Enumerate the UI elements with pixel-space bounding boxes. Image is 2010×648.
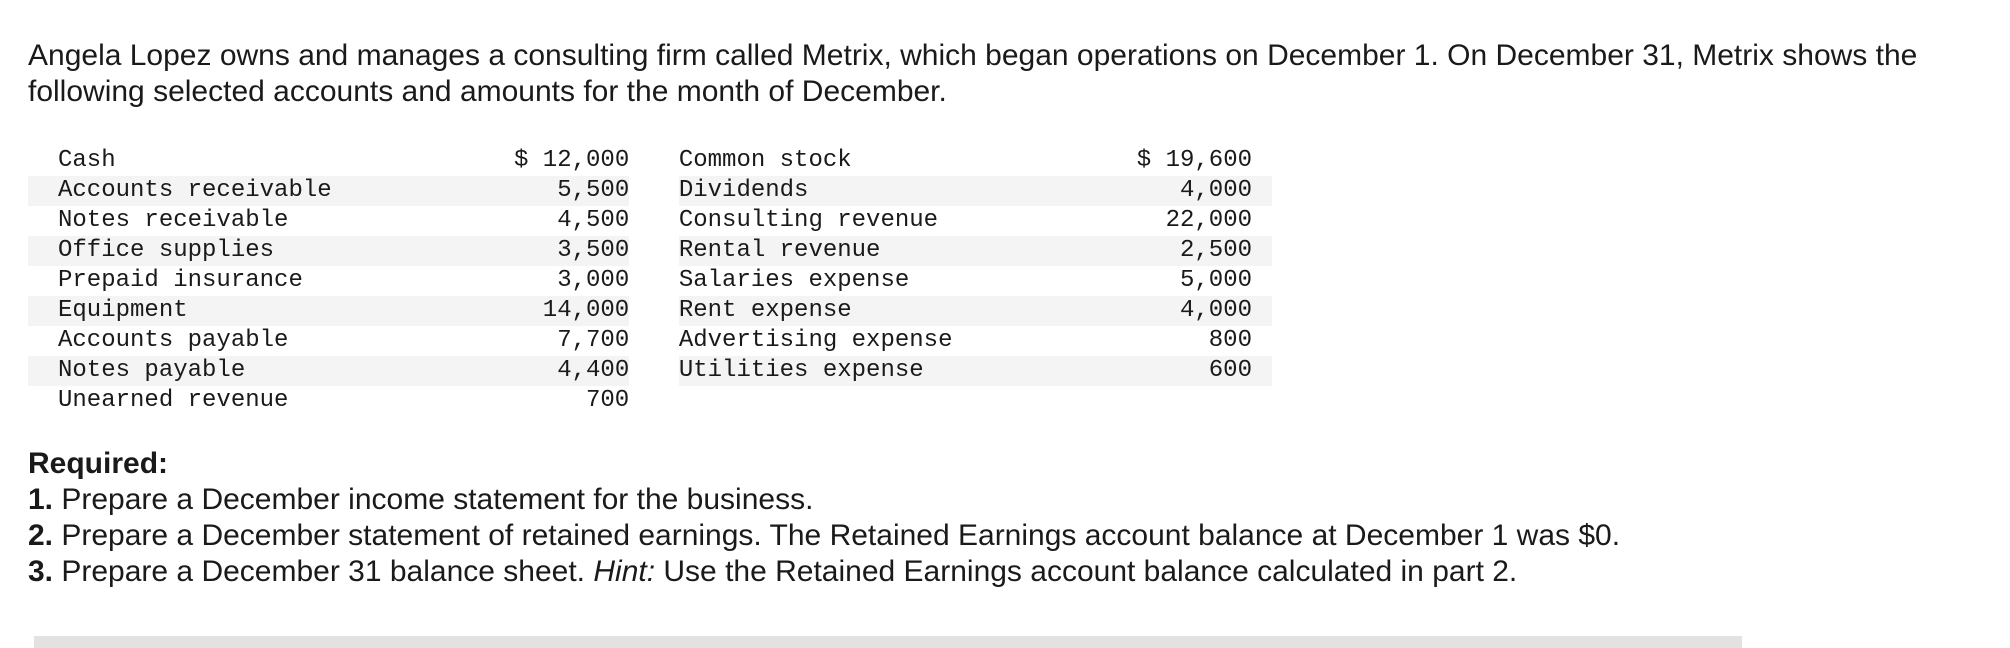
account-amount: 7,700 [557, 327, 630, 354]
table-row: Cash $ 12,000 Common stock $ 19,600 [28, 146, 1272, 176]
account-amount: 600 [1092, 356, 1272, 386]
scrollbar[interactable] [34, 636, 1742, 648]
account-name: Accounts receivable [28, 176, 462, 206]
item-number: 2. [28, 519, 54, 552]
account-amount: 700 [586, 387, 630, 414]
required-item: 2. Prepare a December statement of retai… [28, 518, 1928, 554]
required-heading: Required: [28, 447, 169, 480]
item-text: Prepare a December 31 balance sheet. [53, 555, 594, 588]
account-name: Notes receivable [58, 207, 289, 234]
account-name: Accounts payable [58, 327, 289, 354]
item-text: Prepare a December income statement for … [53, 483, 814, 516]
account-amount: $ 19,600 [1136, 147, 1252, 174]
account-amount: 2,500 [1092, 236, 1272, 266]
account-name: Cash [58, 147, 116, 174]
table-row: Notes receivable 4,500 Consulting revenu… [28, 206, 1272, 236]
account-amount: 14,000 [461, 296, 630, 326]
account-name: Utilities expense [678, 356, 1093, 386]
problem-intro: Angela Lopez owns and manages a consulti… [28, 39, 1918, 108]
account-amount: 5,000 [1179, 267, 1252, 294]
table-row: Unearned revenue 700 [28, 386, 1272, 416]
table-row: Office supplies 3,500 Rental revenue 2,5… [28, 236, 1272, 266]
account-amount: 800 [1208, 327, 1252, 354]
account-name: Rent expense [678, 296, 1093, 326]
account-amount: 4,400 [461, 356, 630, 386]
account-name: Common stock [678, 147, 852, 174]
required-section: Required: 1. Prepare a December income s… [28, 446, 1928, 590]
account-amount: 4,500 [557, 207, 630, 234]
item-hint: Hint: [593, 555, 656, 588]
account-amount: 22,000 [1165, 207, 1252, 234]
account-amount: 3,000 [557, 267, 630, 294]
account-name: Unearned revenue [58, 387, 289, 414]
table-row: Notes payable 4,400 Utilities expense 60… [28, 356, 1272, 386]
table-row: Accounts payable 7,700 Advertising expen… [28, 326, 1272, 356]
accounts-table: Cash $ 12,000 Common stock $ 19,600 Acco… [28, 146, 1272, 416]
account-name: Salaries expense [678, 267, 910, 294]
table-row: Accounts receivable 5,500 Dividends 4,00… [28, 176, 1272, 206]
required-item: 1. Prepare a December income statement f… [28, 482, 1928, 518]
account-name: Office supplies [28, 236, 462, 266]
account-name: Equipment [28, 296, 462, 326]
account-name: Consulting revenue [678, 207, 939, 234]
account-name: Dividends [678, 176, 1093, 206]
table-row: Equipment 14,000 Rent expense 4,000 [28, 296, 1272, 326]
account-name: Prepaid insurance [58, 267, 303, 294]
account-amount: 4,000 [1092, 296, 1272, 326]
item-number: 1. [28, 483, 54, 516]
account-amount: $ 12,000 [514, 147, 630, 174]
required-item: 3. Prepare a December 31 balance sheet. … [28, 554, 1928, 590]
account-amount: 4,000 [1092, 176, 1272, 206]
account-amount [1092, 386, 1272, 416]
item-text: Prepare a December statement of retained… [53, 519, 1621, 552]
item-text-after: Use the Retained Earnings account balanc… [655, 555, 1518, 588]
account-name: Notes payable [28, 356, 462, 386]
account-name [679, 386, 1092, 416]
account-name: Rental revenue [678, 236, 1093, 266]
item-number: 3. [28, 555, 54, 588]
account-name: Advertising expense [678, 327, 953, 354]
account-amount: 3,500 [461, 236, 630, 266]
account-amount: 5,500 [461, 176, 630, 206]
table-row: Prepaid insurance 3,000 Salaries expense… [28, 266, 1272, 296]
